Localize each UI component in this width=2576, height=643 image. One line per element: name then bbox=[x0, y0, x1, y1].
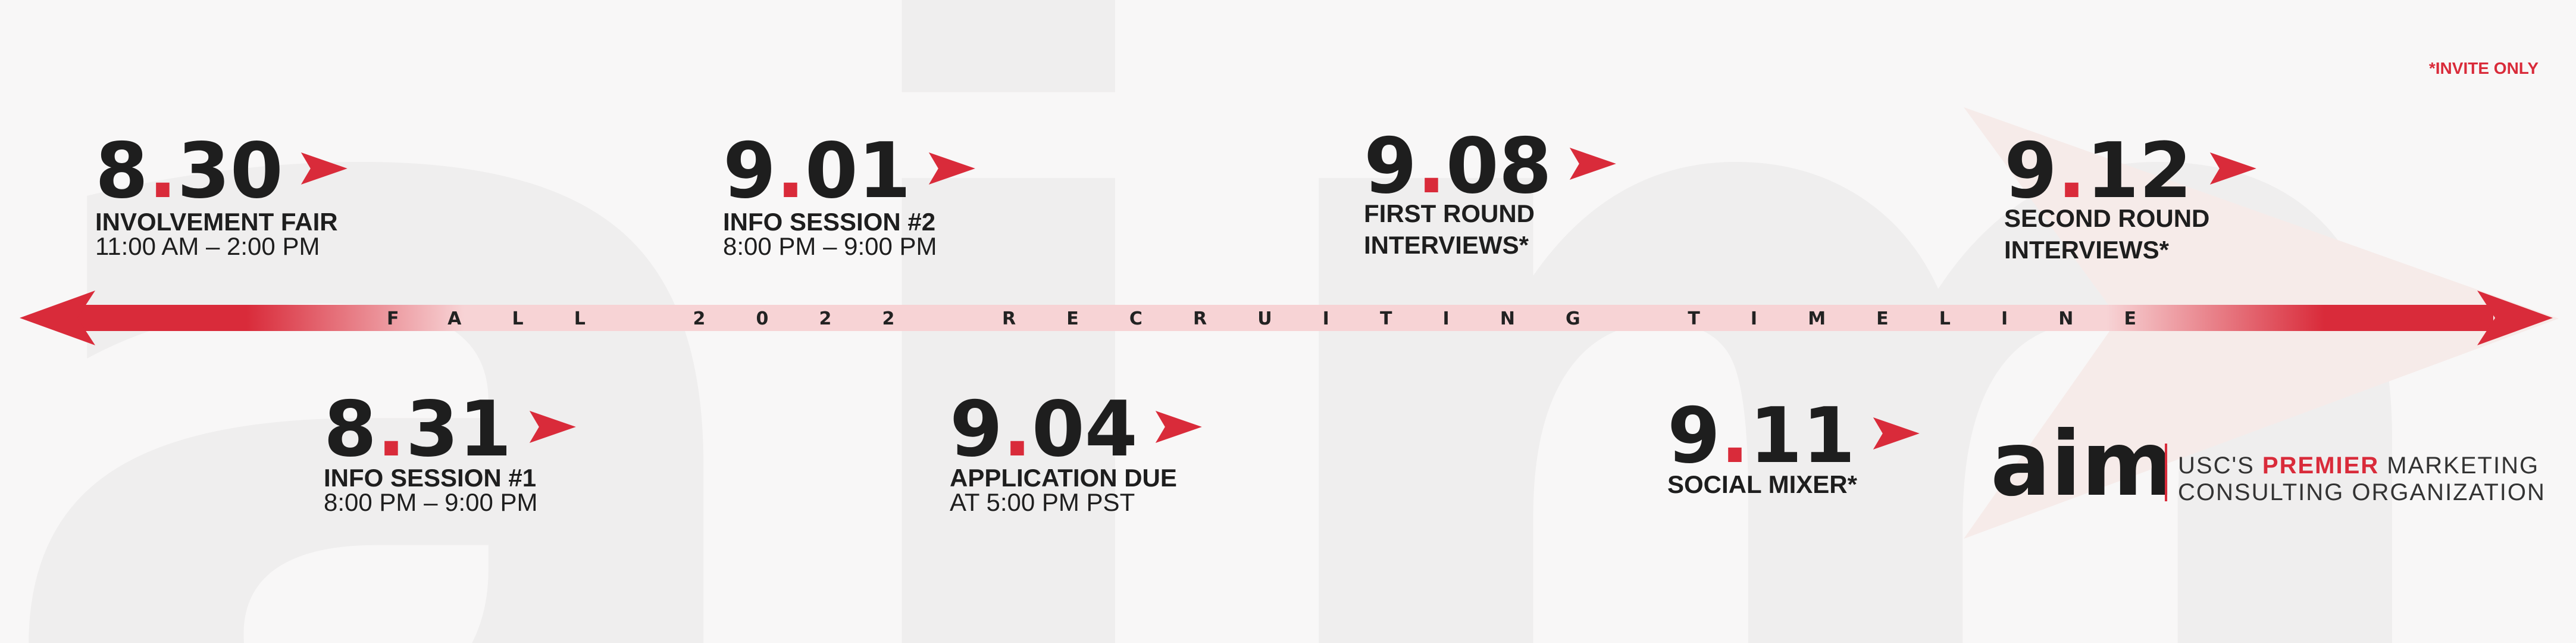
date-part: . bbox=[148, 127, 177, 216]
event-chevron bbox=[1569, 148, 1616, 180]
event-date: 9.11 bbox=[1667, 392, 1855, 480]
tagline-text: MARKETING bbox=[2387, 452, 2539, 479]
logo-tagline: USC'S PREMIER MARKETING bbox=[2178, 452, 2539, 479]
date-part: 08 bbox=[1446, 122, 1552, 211]
arrow-shaft bbox=[77, 305, 2493, 331]
event-date: 9.01 bbox=[723, 127, 911, 216]
date-part: 9 bbox=[723, 127, 776, 216]
event-subtitle: 11:00 AM – 2:00 PM bbox=[95, 232, 320, 260]
event-date: 8.31 bbox=[324, 385, 512, 474]
arrow-head-right bbox=[2477, 291, 2553, 345]
date-part: 12 bbox=[2086, 127, 2192, 216]
date-part: . bbox=[2057, 127, 2086, 216]
tagline-highlight: PREMIER bbox=[2262, 452, 2379, 479]
date-part: 9 bbox=[1364, 122, 1417, 211]
event-title: SOCIAL MIXER* bbox=[1667, 470, 1858, 498]
event-title: INFO SESSION #2 bbox=[723, 208, 935, 236]
event-chevron bbox=[529, 411, 576, 443]
event-title: SECOND ROUND bbox=[2004, 204, 2209, 232]
date-part: 31 bbox=[406, 385, 512, 474]
date-part: . bbox=[377, 385, 406, 474]
event-chevron bbox=[1873, 417, 1920, 450]
tagline-text: USC'S bbox=[2178, 452, 2255, 479]
date-part: 04 bbox=[1032, 385, 1138, 474]
date-part: 9 bbox=[950, 385, 1003, 474]
arrow-head-left bbox=[20, 291, 95, 345]
date-part: . bbox=[776, 127, 805, 216]
event-date: 9.08 bbox=[1364, 122, 1552, 211]
event-title: INTERVIEWS* bbox=[1364, 231, 1529, 259]
event-chevron bbox=[301, 152, 348, 185]
date-part: 11 bbox=[1749, 392, 1855, 480]
date-part: 30 bbox=[177, 127, 283, 216]
date-part: 01 bbox=[805, 127, 911, 216]
date-part: 8 bbox=[324, 385, 377, 474]
event-title: INFO SESSION #1 bbox=[324, 464, 536, 492]
date-part: 8 bbox=[95, 127, 148, 216]
timeline-arrow bbox=[20, 291, 2553, 345]
event-chevron bbox=[2209, 152, 2256, 185]
date-part: . bbox=[1417, 122, 1446, 211]
event-title: APPLICATION DUE bbox=[950, 464, 1177, 492]
event-chevron bbox=[1155, 411, 1202, 443]
event-date: 8.30 bbox=[95, 127, 283, 216]
event-subtitle: 8:00 PM – 9:00 PM bbox=[324, 488, 538, 516]
event-date: 9.12 bbox=[2004, 127, 2192, 216]
event-title: FIRST ROUND bbox=[1364, 199, 1535, 227]
event-title: INTERVIEWS* bbox=[2004, 236, 2170, 264]
date-part: 9 bbox=[1667, 392, 1720, 480]
event-subtitle: 8:00 PM – 9:00 PM bbox=[723, 232, 937, 260]
invite-note: *INVITE ONLY bbox=[2429, 59, 2539, 77]
logo-wordmark: aim bbox=[1990, 413, 2174, 516]
event-chevron bbox=[928, 152, 975, 185]
event-subtitle: AT 5:00 PM PST bbox=[950, 488, 1135, 516]
date-part: . bbox=[1003, 385, 1032, 474]
logo-tagline: CONSULTING ORGANIZATION bbox=[2178, 479, 2546, 505]
event-title: INVOLVEMENT FAIR bbox=[95, 208, 338, 236]
date-part: . bbox=[1720, 392, 1749, 480]
logo: aim USC'S PREMIER MARKETING CONSULTING O… bbox=[1990, 413, 2546, 516]
date-part: 9 bbox=[2004, 127, 2057, 216]
event-date: 9.04 bbox=[950, 385, 1138, 474]
